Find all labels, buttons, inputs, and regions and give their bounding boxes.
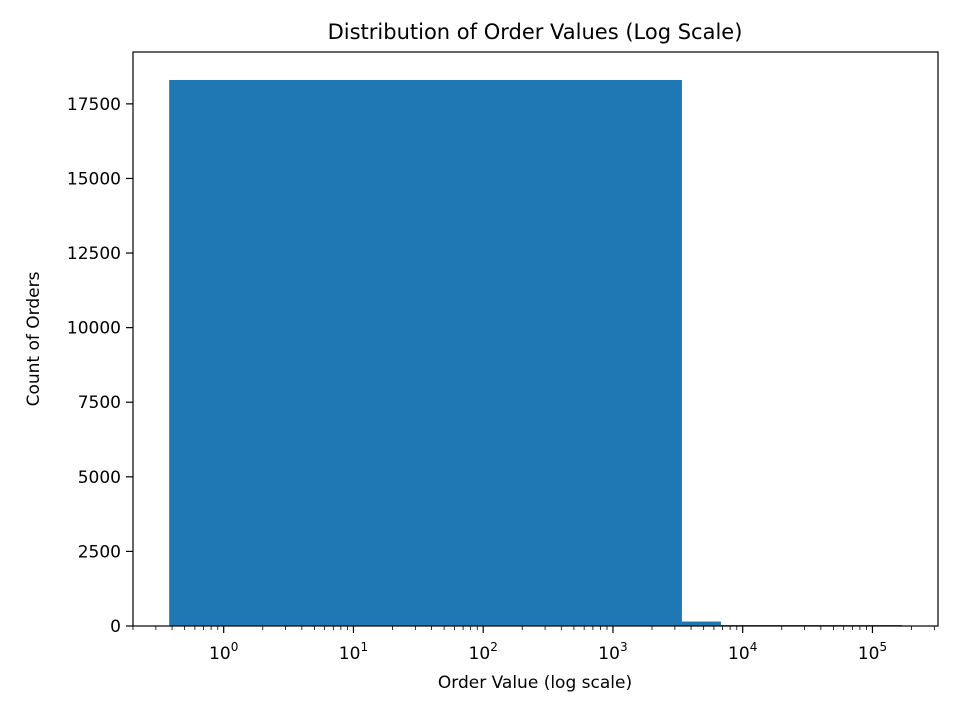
x-tick-label: 102: [469, 640, 498, 664]
x-axis-label: Order Value (log scale): [438, 673, 632, 693]
y-tick-label: 5000: [78, 468, 121, 488]
histogram-bar: [681, 621, 721, 626]
y-tick-label: 0: [110, 617, 121, 637]
y-tick-label: 12500: [67, 244, 121, 264]
y-tick-label: 7500: [78, 393, 121, 413]
x-tick-label: 103: [598, 640, 627, 664]
x-axis-ticks: 100 101 102 103 104 105: [132, 626, 935, 664]
y-tick-label: 10000: [67, 319, 121, 339]
x-tick-label: 101: [339, 640, 368, 664]
plot-frame: [132, 51, 939, 627]
x-tick-label: 104: [728, 640, 757, 664]
y-axis-label: Count of Orders: [24, 271, 44, 406]
y-tick-label: 2500: [78, 542, 121, 562]
bars-layer: [169, 80, 903, 626]
y-axis-ticks: 0 2500 5000 7500 10000 12500 15000 17500: [67, 95, 133, 637]
chart-title: Distribution of Order Values (Log Scale): [328, 20, 743, 44]
histogram-bar: [169, 80, 682, 626]
y-tick-label: 15000: [67, 169, 121, 189]
x-tick-label: 105: [858, 640, 887, 664]
y-tick-label: 17500: [67, 95, 121, 115]
x-tick-label: 100: [209, 640, 238, 664]
